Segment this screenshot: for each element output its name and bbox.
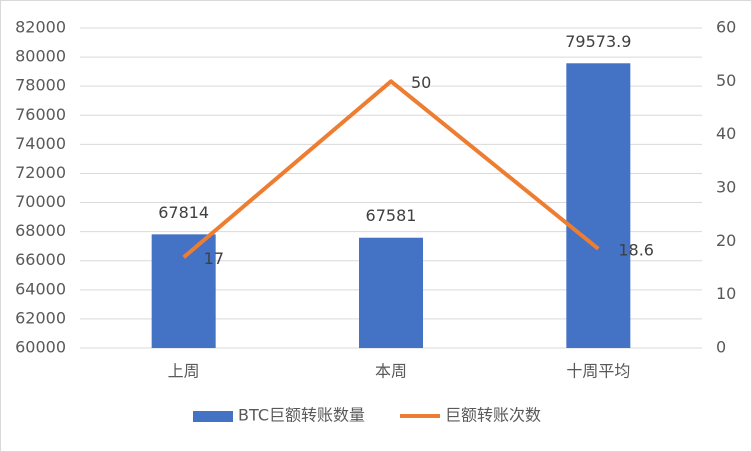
y2-tick-label: 60	[716, 18, 736, 37]
bar	[566, 63, 631, 348]
data-label: 79573.9	[565, 32, 631, 51]
y-tick-label: 60000	[15, 338, 66, 357]
y2-tick-label: 20	[716, 231, 736, 250]
y-tick-label: 62000	[15, 308, 66, 327]
data-label: 67581	[366, 206, 417, 225]
y-tick-label: 82000	[15, 18, 66, 37]
data-label: 18.6	[618, 240, 654, 259]
legend-swatch	[193, 411, 233, 422]
data-label: 67814	[158, 203, 209, 222]
y-tick-label: 66000	[15, 250, 66, 269]
y-tick-label: 78000	[15, 76, 66, 95]
y2-tick-label: 50	[716, 71, 736, 90]
y2-tick-label: 10	[716, 284, 736, 303]
bar	[151, 234, 216, 348]
y2-tick-label: 30	[716, 178, 736, 197]
legend-label: BTC巨额转账数量	[238, 406, 365, 425]
y-tick-label: 72000	[15, 163, 66, 182]
data-label: 50	[411, 73, 431, 92]
data-label: 17	[204, 249, 224, 268]
y-tick-label: 68000	[15, 221, 66, 240]
legend-label: 巨额转账次数	[445, 406, 541, 425]
y2-tick-label: 0	[716, 338, 726, 357]
y-tick-label: 64000	[15, 279, 66, 298]
line	[182, 79, 600, 259]
y-tick-label: 76000	[15, 105, 66, 124]
y-tick-label: 70000	[15, 192, 66, 211]
y-tick-label: 80000	[15, 47, 66, 66]
x-tick-label: 上周	[168, 362, 200, 381]
y2-tick-label: 40	[716, 124, 736, 143]
x-tick-label: 十周平均	[566, 362, 630, 381]
y-tick-label: 74000	[15, 134, 66, 153]
x-tick-label: 本周	[375, 362, 407, 381]
bar	[359, 237, 423, 348]
